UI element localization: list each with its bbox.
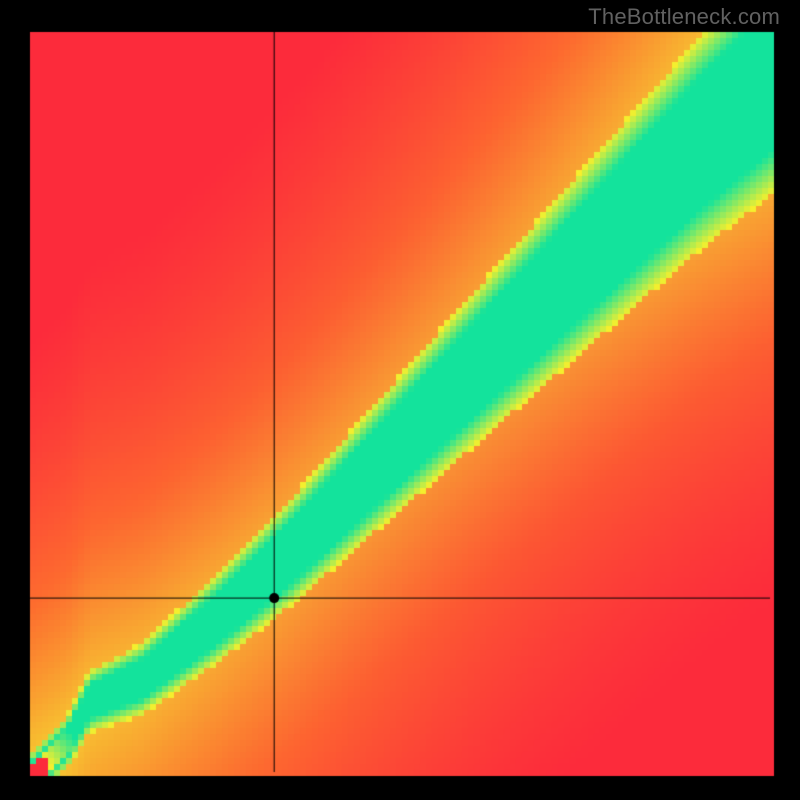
chart-container: TheBottleneck.com <box>0 0 800 800</box>
watermark-text: TheBottleneck.com <box>588 4 780 30</box>
heatmap-canvas <box>0 0 800 800</box>
